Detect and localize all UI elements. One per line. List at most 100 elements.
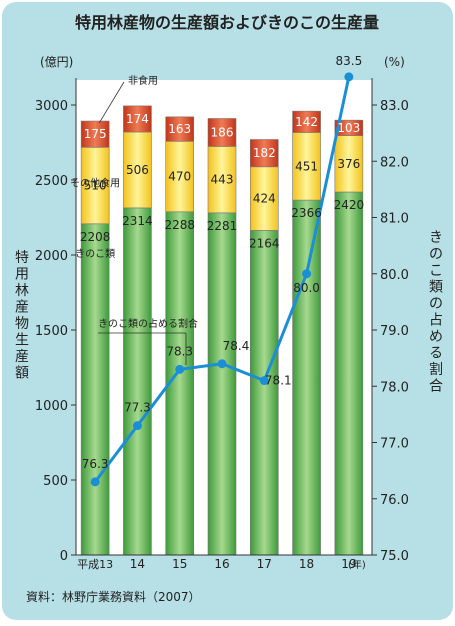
label-non-food: 175 xyxy=(84,127,107,141)
bar-non-food xyxy=(165,116,195,142)
x-tick-label: 平成13 xyxy=(77,558,113,571)
x-tick-label: 16 xyxy=(214,557,229,571)
bar-kinoko xyxy=(80,223,110,556)
y-left-unit: (億円) xyxy=(40,55,73,69)
y-left-label-char: 特 xyxy=(15,250,29,266)
x-axis-unit: (年) xyxy=(348,558,366,571)
y-right-label-char: め xyxy=(429,329,443,345)
x-tick-label: 15 xyxy=(172,557,187,571)
legend-non-food: 非食用 xyxy=(128,74,158,87)
y-left-label-char: 林 xyxy=(15,283,29,299)
legend-kinoko: きのこ類 xyxy=(75,248,115,260)
y-left-label-char: 産 xyxy=(15,300,29,316)
label-non-food: 182 xyxy=(253,146,276,160)
bar-non-food xyxy=(334,119,364,136)
label-non-food: 103 xyxy=(337,121,360,135)
legend-other-food: その他食用 xyxy=(70,176,120,189)
y-right-label-char: の xyxy=(429,247,443,263)
bar-kinoko xyxy=(334,191,364,556)
y-left-label-char: 額 xyxy=(15,366,29,382)
y-left-label-char: 用 xyxy=(15,267,29,283)
bar-non-food xyxy=(80,120,110,148)
label-kinoko: 2164 xyxy=(249,236,280,250)
x-tick-label: 14 xyxy=(130,557,145,571)
label-kinoko: 2288 xyxy=(164,218,195,232)
bar-kinoko xyxy=(207,212,237,556)
label-non-food: 142 xyxy=(295,115,318,129)
label-other-food: 451 xyxy=(295,159,318,173)
x-tick-label: 18 xyxy=(299,557,314,571)
label-other-food: 424 xyxy=(253,192,276,206)
x-tick-label: 17 xyxy=(257,557,272,571)
y-left-tick-label: 1000 xyxy=(35,399,68,414)
label-other-food: 510 xyxy=(84,179,107,193)
bar-non-food xyxy=(292,110,321,133)
bar-kinoko xyxy=(292,199,321,556)
line-point xyxy=(175,364,185,374)
line-value-label: 77.3 xyxy=(124,401,151,415)
line-point xyxy=(217,359,227,369)
y-left-tick-label: 0 xyxy=(60,549,68,564)
y-left-label-char: 生 xyxy=(15,333,29,349)
bar-other-food xyxy=(334,135,364,193)
y-left-tick-label: 2500 xyxy=(35,174,68,189)
line-value-label: 78.1 xyxy=(265,374,292,388)
label-kinoko: 2314 xyxy=(122,214,153,228)
line-value-label: 76.3 xyxy=(82,457,109,471)
line-point xyxy=(344,72,354,82)
line-value-label: 83.5 xyxy=(335,54,362,68)
label-non-food: 174 xyxy=(126,112,149,126)
line-value-label: 78.4 xyxy=(223,339,250,353)
label-kinoko: 2208 xyxy=(80,230,111,244)
y-left-tick-label: 1500 xyxy=(35,324,68,339)
bar-non-food xyxy=(123,105,152,133)
y-right-tick-label: 82.0 xyxy=(380,155,409,170)
line-point xyxy=(90,477,100,487)
y-right-label-char: 割 xyxy=(429,361,443,378)
y-left-tick-label: 500 xyxy=(43,474,68,489)
x-tick-label: 19 xyxy=(341,557,356,571)
label-kinoko: 2281 xyxy=(207,219,238,233)
label-non-food: 163 xyxy=(168,122,191,136)
y-right-tick-label: 79.0 xyxy=(380,324,409,339)
line-point xyxy=(132,421,142,431)
bar-other-food xyxy=(80,147,110,225)
line-point xyxy=(302,269,312,279)
y-right-tick-label: 83.0 xyxy=(380,99,409,114)
chart-title: 特用林産物の生産額およびきのこの生産量 xyxy=(75,13,379,32)
y-right-tick-label: 76.0 xyxy=(380,493,409,508)
y-left-tick-label: 2000 xyxy=(35,249,68,264)
y-right-label-char: の xyxy=(429,296,443,312)
bar-non-food xyxy=(249,139,279,168)
y-right-tick-label: 77.0 xyxy=(380,437,409,452)
y-right-tick-label: 80.0 xyxy=(380,268,409,283)
bar-other-food xyxy=(249,166,279,231)
y-right-label-char: こ xyxy=(429,263,443,279)
y-right-unit: (%) xyxy=(384,55,405,69)
y-right-label-char: 類 xyxy=(429,280,443,296)
annotation-leader xyxy=(98,81,125,124)
label-other-food: 376 xyxy=(337,157,360,171)
bar-other-food xyxy=(123,131,152,209)
line-point xyxy=(259,376,269,386)
y-right-tick-label: 75.0 xyxy=(380,549,409,564)
y-right-tick-label: 78.0 xyxy=(380,380,409,395)
label-kinoko: 2366 xyxy=(291,206,322,220)
y-right-label-char: 占 xyxy=(429,313,443,329)
line-value-label: 80.0 xyxy=(293,281,320,295)
y-right-axis-label: きのこ類の占める割合 xyxy=(429,230,443,395)
y-left-label-char: 物 xyxy=(15,316,29,332)
bar-non-food xyxy=(207,118,237,147)
y-right-label-char: 合 xyxy=(429,379,443,395)
source-note: 資料：林野庁業務資料（2007） xyxy=(26,590,201,604)
label-kinoko: 2420 xyxy=(334,198,365,212)
label-other-food: 443 xyxy=(211,173,234,187)
bar-kinoko xyxy=(249,230,279,556)
legend-share-line: きのこ類の占める割合 xyxy=(98,317,198,330)
y-right-label-char: る xyxy=(429,346,443,362)
label-other-food: 470 xyxy=(168,170,191,184)
y-right-label-char: き xyxy=(429,230,443,246)
